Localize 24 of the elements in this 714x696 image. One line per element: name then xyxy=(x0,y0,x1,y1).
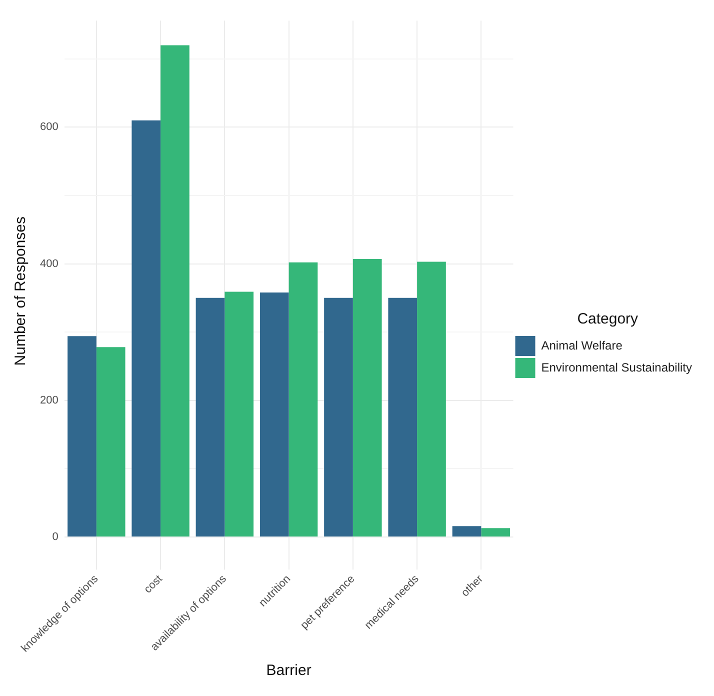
y-tick-label: 600 xyxy=(40,121,58,134)
x-tick-label: cost xyxy=(142,573,165,596)
bar xyxy=(417,262,446,536)
y-axis-title: Number of Responses xyxy=(12,216,30,366)
bar xyxy=(68,336,96,536)
y-tick-label: 400 xyxy=(40,258,58,270)
bar xyxy=(388,298,418,536)
legend-label: Environmental Sustainability xyxy=(541,360,692,374)
bar xyxy=(224,292,254,536)
legend-label: Animal Welfare xyxy=(541,338,623,352)
bar xyxy=(352,258,382,536)
bar xyxy=(132,120,161,536)
bar xyxy=(160,45,190,536)
x-axis-title: Barrier xyxy=(266,662,312,680)
bar xyxy=(452,526,482,536)
bar xyxy=(96,347,126,536)
legend-title: Category xyxy=(577,310,639,328)
bar xyxy=(481,528,510,536)
bar xyxy=(288,262,318,536)
y-tick-label: 0 xyxy=(52,531,58,544)
bar xyxy=(260,292,289,536)
bar xyxy=(196,298,225,536)
y-tick-label: 200 xyxy=(40,394,58,406)
bar xyxy=(324,298,353,536)
